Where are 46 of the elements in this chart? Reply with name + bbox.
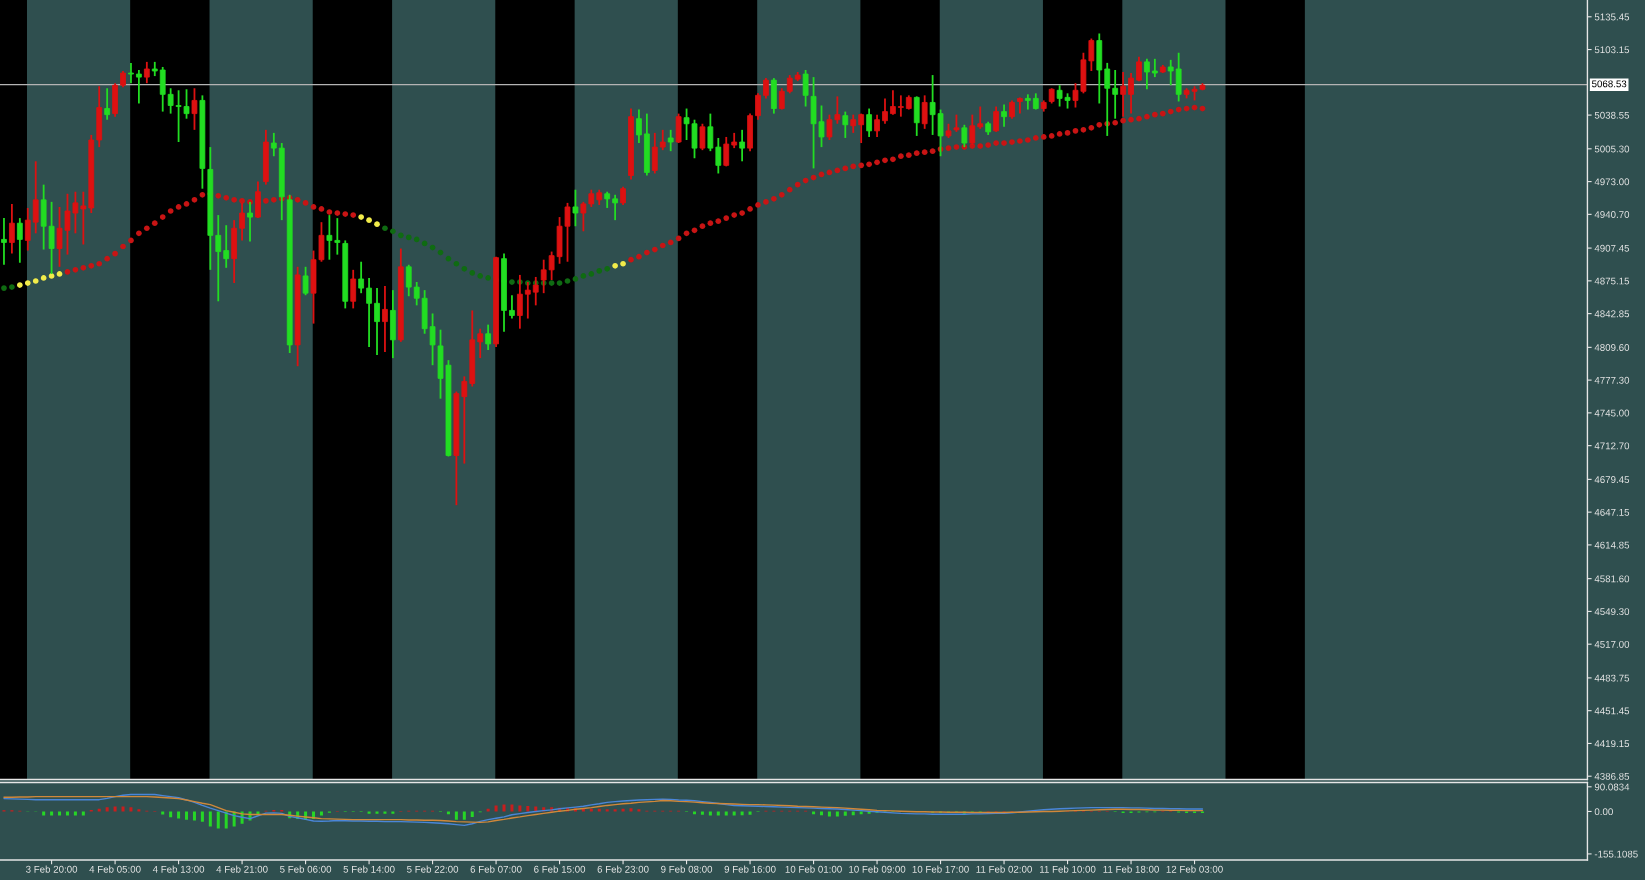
y-tick-label: 4875.15: [1594, 277, 1630, 285]
y-tick-label: 4451.45: [1594, 707, 1630, 715]
x-tick-label: 4 Feb 21:00: [216, 865, 268, 873]
y-tick-label: 4809.60: [1594, 344, 1630, 351]
x-tick-label: 10 Feb 17:00: [912, 865, 969, 873]
x-tick-label: 6 Feb 15:00: [534, 865, 586, 873]
y-tick-label: 4614.85: [1594, 541, 1630, 549]
x-tick-label: 11 Feb 18:00: [1103, 865, 1159, 873]
y-tick-label: 4647.15: [1594, 508, 1630, 516]
y-tick-label: 4712.70: [1594, 442, 1630, 450]
y-tick-label: 4940.70: [1594, 211, 1630, 218]
x-tick-label: 9 Feb 08:00: [661, 865, 713, 873]
y-tick-label: 4679.45: [1594, 476, 1630, 483]
y-tick-label: 4386.85: [1594, 772, 1630, 780]
y-tick-label: 4581.60: [1594, 575, 1630, 583]
y-tick-label: 4745.00: [1594, 409, 1630, 417]
y-tick-label: 0.00: [1594, 808, 1613, 816]
y-tick-label: 4842.85: [1594, 310, 1630, 318]
x-tick-label: 5 Feb 06:00: [280, 865, 332, 873]
y-tick-label: 4517.00: [1594, 640, 1630, 648]
y-tick-label: -155.1085: [1594, 850, 1638, 858]
y-tick-label: 4483.75: [1594, 674, 1630, 682]
x-tick-label: 11 Feb 02:00: [976, 865, 1032, 873]
y-tick-label: 5103.15: [1594, 46, 1630, 54]
y-tick-label: 5038.55: [1594, 111, 1630, 119]
y-tick-label: 5135.45: [1594, 13, 1630, 21]
y-tick-label: 90.0834: [1594, 783, 1630, 791]
x-tick-label: 3 Feb 20:00: [26, 865, 78, 873]
y-tick-label: 4907.45: [1594, 244, 1630, 252]
y-tick-label: 4419.15: [1594, 740, 1630, 748]
x-tick-label: 6 Feb 07:00: [470, 865, 522, 873]
x-tick-label: 9 Feb 16:00: [724, 865, 776, 873]
y-tick-label: 4777.30: [1594, 376, 1630, 384]
x-tick-label: 10 Feb 01:00: [785, 865, 842, 873]
y-tick-label: 4973.00: [1594, 178, 1630, 186]
x-tick-label: 5 Feb 22:00: [407, 865, 459, 873]
ref-line-label: 5068.53: [1591, 80, 1627, 88]
y-tick-label: 4549.30: [1594, 608, 1630, 616]
x-tick-label: 11 Feb 10:00: [1040, 865, 1096, 873]
x-tick-label: 4 Feb 13:00: [152, 865, 205, 873]
y-tick-label: 5005.30: [1594, 145, 1630, 153]
x-tick-label: 5 Feb 14:00: [343, 865, 395, 873]
x-tick-label: 10 Feb 09:00: [849, 865, 906, 873]
x-tick-label: 6 Feb 23:00: [597, 865, 649, 873]
x-tick-label: 4 Feb 05:00: [89, 865, 141, 873]
x-tick-label: 12 Feb 03:00: [1166, 865, 1223, 873]
